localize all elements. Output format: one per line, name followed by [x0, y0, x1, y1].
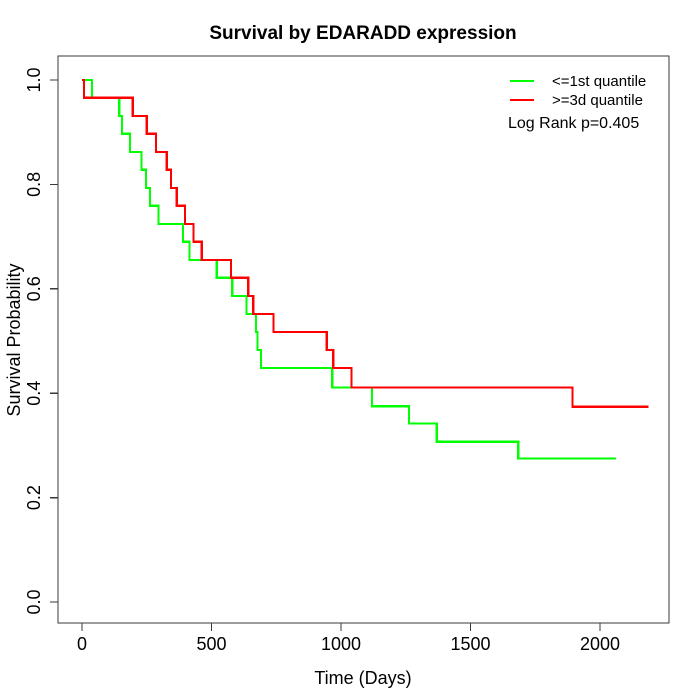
km-curve-3d-quantile: [82, 78, 649, 408]
x-tick-label: 2000: [580, 634, 620, 654]
plot-box: [57, 55, 670, 624]
log-rank-pvalue: Log Rank p=0.405: [508, 115, 639, 132]
x-tick-label: 1000: [321, 634, 361, 654]
y-tick-label: 0.0: [24, 589, 44, 614]
y-tick-label: 0.8: [24, 172, 44, 197]
x-axis-label: Time (Days): [314, 668, 411, 688]
series-layer: [82, 78, 649, 460]
km-curve-1st-quantile: [82, 78, 617, 460]
y-axis-ticks: 0.0 0.2 0.4 0.6 0.8 1.0: [24, 67, 58, 615]
page-title: Survival by EDARADD expression: [209, 23, 516, 44]
y-tick-label: 0.2: [24, 485, 44, 510]
y-tick-label: 0.6: [24, 276, 44, 301]
y-axis-label: Survival Probability: [4, 263, 24, 416]
legend-label-green: <=1st quantile: [552, 73, 646, 90]
x-tick-label: 500: [196, 634, 226, 654]
y-tick-label: 1.0: [24, 67, 44, 92]
legend: <=1st quantile >=3d quantile Log Rank p=…: [508, 73, 646, 132]
x-tick-label: 1500: [450, 634, 490, 654]
x-tick-label: 0: [77, 634, 87, 654]
x-axis-ticks: 0 500 1000 1500 2000: [77, 623, 620, 654]
y-tick-label: 0.4: [24, 381, 44, 406]
legend-label-red: >=3d quantile: [552, 92, 643, 109]
